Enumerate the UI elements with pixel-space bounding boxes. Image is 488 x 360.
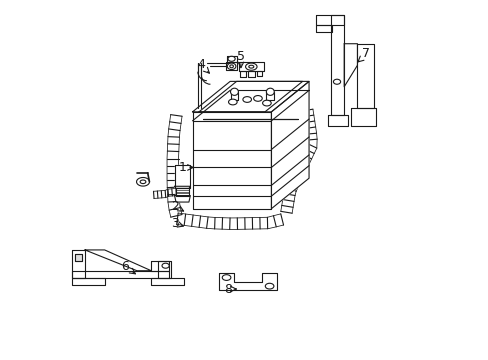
Polygon shape — [176, 188, 188, 195]
Polygon shape — [74, 253, 82, 261]
Ellipse shape — [230, 88, 238, 95]
Text: 5: 5 — [236, 50, 244, 63]
Text: 2: 2 — [170, 201, 178, 213]
Polygon shape — [316, 25, 332, 32]
Text: 8: 8 — [223, 283, 231, 296]
Polygon shape — [257, 71, 262, 76]
Ellipse shape — [248, 65, 253, 68]
Ellipse shape — [227, 56, 235, 61]
Polygon shape — [225, 62, 237, 70]
Text: 7: 7 — [361, 47, 369, 60]
Ellipse shape — [245, 63, 257, 70]
Ellipse shape — [227, 63, 235, 69]
Polygon shape — [330, 15, 344, 116]
Ellipse shape — [253, 95, 262, 101]
Text: 3: 3 — [171, 216, 179, 230]
Ellipse shape — [243, 96, 251, 102]
Polygon shape — [240, 71, 246, 77]
Polygon shape — [175, 165, 189, 188]
Ellipse shape — [266, 88, 274, 95]
Polygon shape — [344, 44, 357, 87]
Polygon shape — [199, 81, 302, 112]
Polygon shape — [316, 15, 344, 25]
Ellipse shape — [229, 65, 233, 68]
Polygon shape — [72, 271, 169, 278]
Polygon shape — [327, 116, 347, 126]
Ellipse shape — [222, 275, 230, 280]
Polygon shape — [192, 81, 308, 112]
Ellipse shape — [333, 79, 340, 84]
Ellipse shape — [265, 283, 273, 289]
Polygon shape — [266, 92, 274, 100]
Polygon shape — [72, 278, 104, 285]
Ellipse shape — [162, 263, 169, 268]
Polygon shape — [192, 112, 271, 209]
Ellipse shape — [228, 99, 237, 105]
Polygon shape — [271, 81, 308, 209]
Polygon shape — [357, 44, 373, 108]
Polygon shape — [247, 71, 255, 77]
Polygon shape — [174, 186, 190, 188]
Polygon shape — [174, 195, 190, 202]
Polygon shape — [72, 250, 85, 278]
Polygon shape — [230, 92, 238, 100]
Text: 4: 4 — [197, 58, 205, 71]
Polygon shape — [351, 108, 376, 126]
Polygon shape — [151, 278, 183, 285]
Polygon shape — [158, 261, 171, 278]
Polygon shape — [226, 55, 236, 62]
Polygon shape — [151, 261, 169, 271]
Text: 6: 6 — [121, 260, 129, 273]
Polygon shape — [85, 250, 151, 271]
Polygon shape — [219, 273, 276, 291]
Text: 1: 1 — [179, 161, 186, 174]
Polygon shape — [239, 62, 263, 71]
Ellipse shape — [262, 100, 271, 106]
